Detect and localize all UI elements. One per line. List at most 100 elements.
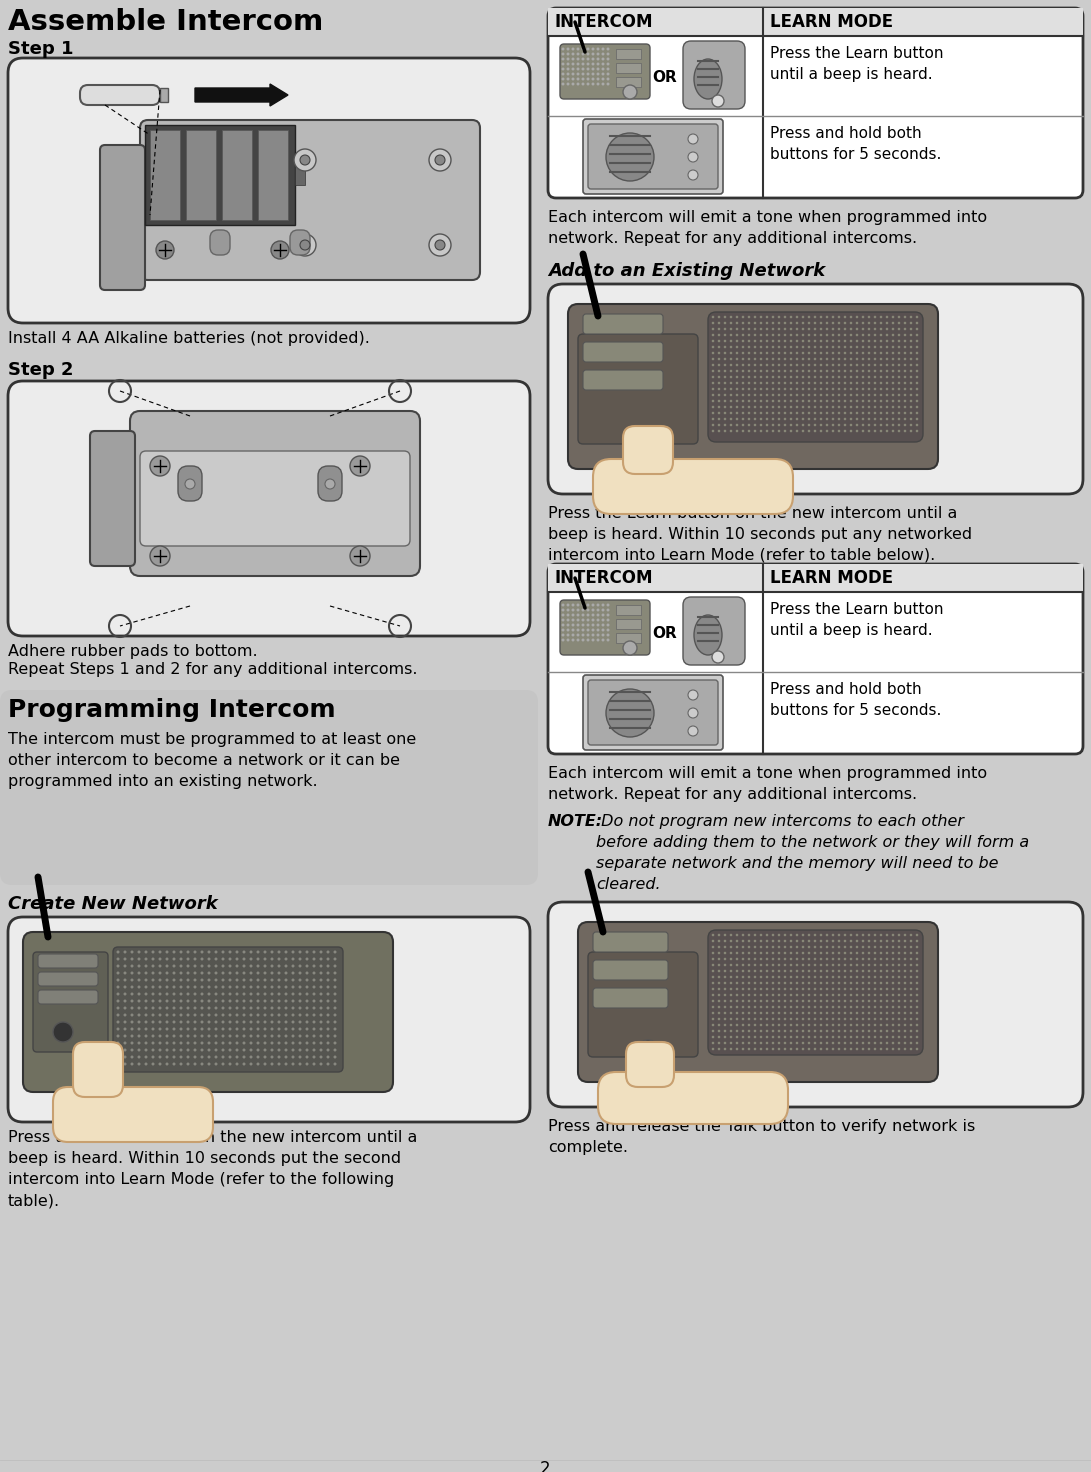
Circle shape — [607, 604, 610, 606]
Circle shape — [898, 406, 900, 408]
Circle shape — [831, 334, 835, 336]
Circle shape — [158, 972, 161, 974]
Circle shape — [735, 999, 739, 1002]
Circle shape — [795, 418, 799, 421]
Circle shape — [730, 346, 732, 349]
Circle shape — [576, 618, 579, 621]
Circle shape — [831, 982, 835, 985]
Circle shape — [117, 1042, 120, 1045]
Circle shape — [826, 381, 828, 384]
Circle shape — [867, 358, 871, 361]
Circle shape — [747, 1036, 751, 1038]
Circle shape — [172, 1063, 176, 1066]
Circle shape — [783, 369, 787, 372]
Circle shape — [607, 47, 610, 50]
Circle shape — [867, 1023, 871, 1026]
Text: Press the Learn button
until a beep is heard.: Press the Learn button until a beep is h… — [770, 602, 944, 637]
Circle shape — [831, 976, 835, 979]
Circle shape — [802, 424, 804, 427]
Circle shape — [277, 999, 280, 1002]
Circle shape — [778, 381, 780, 384]
Circle shape — [855, 952, 859, 954]
Circle shape — [562, 82, 564, 85]
Circle shape — [264, 992, 266, 995]
Circle shape — [910, 412, 912, 414]
Circle shape — [771, 1048, 775, 1051]
Circle shape — [271, 1014, 274, 1017]
Circle shape — [814, 315, 816, 318]
Circle shape — [582, 614, 585, 617]
Circle shape — [826, 364, 828, 367]
Circle shape — [187, 1035, 190, 1038]
Circle shape — [730, 933, 732, 936]
Circle shape — [180, 999, 182, 1002]
Circle shape — [117, 1014, 120, 1017]
Circle shape — [562, 62, 564, 65]
Circle shape — [601, 608, 604, 611]
Circle shape — [187, 1042, 190, 1045]
Circle shape — [898, 430, 900, 433]
Circle shape — [898, 1005, 900, 1008]
Circle shape — [862, 1023, 864, 1026]
Circle shape — [898, 945, 900, 948]
Circle shape — [137, 979, 141, 982]
Circle shape — [807, 315, 811, 318]
Circle shape — [117, 992, 120, 995]
Circle shape — [807, 999, 811, 1002]
Circle shape — [879, 952, 883, 954]
Circle shape — [320, 1035, 323, 1038]
Circle shape — [910, 406, 912, 408]
Circle shape — [790, 976, 792, 979]
Circle shape — [898, 939, 900, 942]
Circle shape — [759, 393, 763, 396]
Circle shape — [766, 315, 768, 318]
FancyBboxPatch shape — [583, 369, 663, 390]
Circle shape — [910, 346, 912, 349]
Circle shape — [814, 412, 816, 414]
Bar — [257, 130, 288, 219]
Circle shape — [766, 352, 768, 355]
Circle shape — [754, 430, 756, 433]
Circle shape — [250, 979, 252, 982]
Circle shape — [891, 375, 895, 378]
Circle shape — [187, 1020, 190, 1023]
Circle shape — [843, 994, 847, 997]
Circle shape — [766, 406, 768, 408]
Circle shape — [814, 1048, 816, 1051]
Circle shape — [771, 375, 775, 378]
Circle shape — [819, 982, 823, 985]
Circle shape — [718, 970, 720, 973]
Circle shape — [144, 964, 147, 967]
Circle shape — [264, 957, 266, 961]
Circle shape — [144, 1042, 147, 1045]
Circle shape — [783, 1005, 787, 1008]
Circle shape — [207, 1042, 211, 1045]
Circle shape — [754, 346, 756, 349]
Circle shape — [566, 639, 570, 642]
Circle shape — [250, 1007, 252, 1010]
Circle shape — [264, 951, 266, 954]
Circle shape — [718, 418, 720, 421]
Circle shape — [867, 952, 871, 954]
Circle shape — [305, 1055, 309, 1058]
Circle shape — [783, 994, 787, 997]
Circle shape — [711, 982, 715, 985]
Circle shape — [778, 1005, 780, 1008]
Circle shape — [264, 999, 266, 1002]
Circle shape — [790, 982, 792, 985]
Circle shape — [766, 340, 768, 343]
Circle shape — [299, 985, 301, 989]
Circle shape — [771, 1042, 775, 1044]
Circle shape — [819, 1005, 823, 1008]
Circle shape — [623, 85, 637, 99]
Circle shape — [320, 1007, 323, 1010]
Circle shape — [910, 1005, 912, 1008]
Circle shape — [759, 976, 763, 979]
Circle shape — [587, 608, 589, 611]
Circle shape — [742, 364, 744, 367]
Circle shape — [879, 970, 883, 973]
Circle shape — [903, 381, 907, 384]
Circle shape — [790, 952, 792, 954]
Circle shape — [783, 352, 787, 355]
Circle shape — [759, 430, 763, 433]
